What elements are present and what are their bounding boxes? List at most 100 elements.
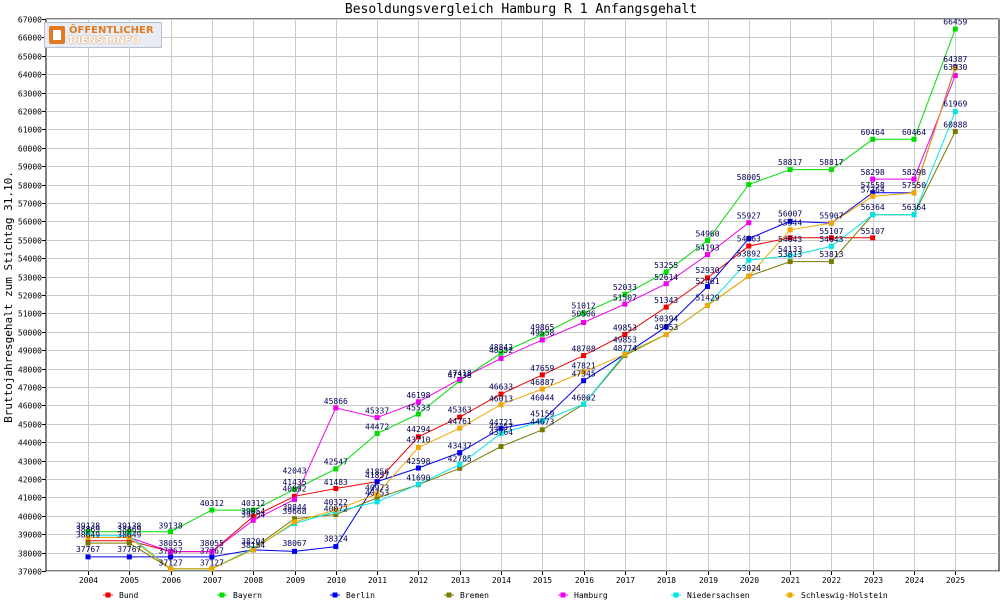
data-point [952,73,958,78]
data-label: 64387 [943,55,967,64]
data-label: 37767 [159,547,183,556]
data-point [209,507,215,513]
data-point [292,519,297,525]
data-point [85,554,91,560]
data-label: 46013 [489,395,513,404]
data-point [663,332,669,337]
y-tick-label: 60000 [18,145,42,154]
series-line [88,28,956,533]
y-tick-label: 48000 [18,366,42,375]
data-point [333,466,339,472]
y-tick-label: 37000 [18,568,42,577]
data-point [787,253,793,259]
data-label: 58817 [778,158,802,167]
data-label: 54960 [695,230,719,239]
data-label: 58817 [819,158,843,167]
data-point [870,190,876,196]
data-label: 40312 [200,499,224,508]
data-label: 61969 [943,100,967,109]
data-label: 41857 [365,471,389,480]
data-label: 43437 [448,442,472,451]
data-point [457,465,463,471]
data-point [457,450,463,456]
legend-label: Niedersachsen [687,591,750,600]
data-label: 37767 [117,545,141,554]
y-tick-label: 47000 [18,384,42,393]
data-point [539,331,545,337]
data-point [663,269,669,275]
y-tick-label: 61000 [18,126,42,135]
x-tick-label: 2020 [740,576,759,585]
logo-line-1: ÖFFENTLICHER [69,25,154,36]
data-point [622,351,628,357]
data-point [85,535,91,540]
y-tick-label: 65000 [18,53,42,62]
data-point [581,369,587,375]
data-point [787,167,793,173]
data-label: 60888 [943,121,967,130]
x-tick-label: 2015 [533,576,552,585]
data-label: 49853 [613,336,637,345]
y-tick-label: 46000 [18,402,42,411]
data-label: 60464 [902,128,926,137]
data-label: 55107 [861,227,885,236]
data-point [374,491,380,497]
x-tick-label: 2004 [79,576,98,585]
data-point [457,425,463,431]
data-point [870,212,876,218]
data-point [539,386,545,392]
data-point [374,415,380,421]
data-point [663,324,669,330]
data-point [333,512,339,517]
data-label: 38055 [200,539,224,548]
data-label: 54643 [778,235,802,244]
data-label: 55544 [778,218,802,227]
x-tick-label: 2024 [905,576,924,585]
data-label: 53813 [778,250,802,259]
data-label: 49853 [654,323,678,332]
data-label: 38154 [241,541,265,550]
data-point [292,548,297,554]
legend-label: Schleswig-Holstein [801,591,888,600]
data-label: 38649 [76,531,100,540]
data-point [498,425,504,431]
data-point [292,493,297,499]
data-point [952,109,958,115]
x-tick-label: 2014 [492,576,511,585]
series-bayern [85,26,958,535]
data-label: 52461 [695,277,719,286]
data-point [250,514,256,520]
data-label: 55907 [819,212,843,221]
data-point [581,310,587,316]
data-point [126,535,132,540]
data-label: 58005 [737,173,761,182]
data-label: 60464 [861,128,885,137]
data-point [870,176,876,182]
x-tick-label: 2017 [616,576,635,585]
legend-marker [219,592,225,598]
data-label: 56007 [778,210,802,219]
y-tick-label: 42000 [18,476,42,485]
legend-label: Bremen [460,591,489,600]
data-label: 41483 [324,478,348,487]
data-label: 44472 [365,422,389,431]
y-tick-label: 56000 [18,218,42,227]
data-label: 45159 [530,410,554,419]
data-point [457,414,463,420]
data-label: 47418 [448,369,472,378]
data-label: 40753 [365,488,389,497]
data-point [209,549,215,555]
data-point [746,273,752,279]
data-label: 38055 [159,539,183,548]
x-tick-label: 2013 [451,576,470,585]
x-tick-label: 2023 [864,576,883,585]
data-label: 51012 [572,302,596,311]
data-point [539,418,545,424]
y-tick-label: 57000 [18,200,42,209]
data-label: 54663 [737,235,761,244]
data-point [415,399,421,405]
y-tick-label: 51000 [18,310,42,319]
data-point [911,136,917,142]
data-point [250,507,256,513]
legend-marker [105,592,111,598]
